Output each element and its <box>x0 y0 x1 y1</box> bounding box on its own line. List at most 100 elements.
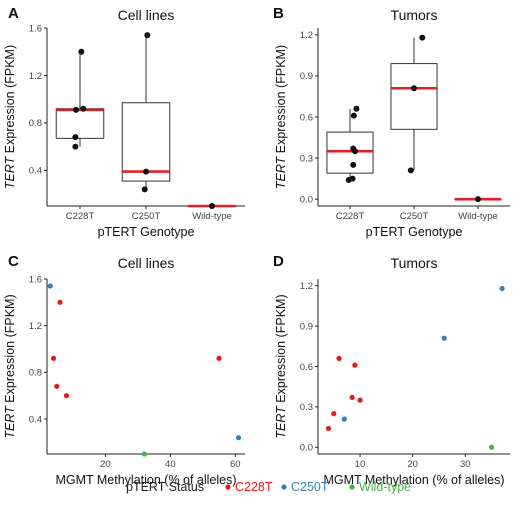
data-point <box>345 176 352 183</box>
panel-a: A Cell lines 0.4 0.8 1.2 1.6 TERT Expression (… <box>3 5 245 239</box>
x-axis-title: MGMT Methylation (% of alleles) <box>323 473 504 487</box>
data-point <box>349 394 355 401</box>
x-tick-label: 10 <box>355 459 366 470</box>
y-tick-label: 0.9 <box>300 71 313 82</box>
data-point <box>57 299 63 305</box>
legend-item-label: C228T <box>235 480 273 494</box>
data-point <box>47 283 53 289</box>
y-tick-label: 1.6 <box>29 274 42 285</box>
x-tick-label: 40 <box>165 459 176 470</box>
x-tick-label: 20 <box>100 459 111 470</box>
legend-swatch <box>349 484 355 490</box>
panel-c: C Cell lines 0.4 0.8 1.2 1.6 TERT Expression (… <box>3 253 245 487</box>
y-tick-label: 0.6 <box>300 362 313 373</box>
x-tick-label: Wild-type <box>192 211 232 222</box>
legend-swatch <box>225 484 231 490</box>
panel-b: B Tumors 0.0 0.3 0.6 0.9 1.2 TERT Expression (F… <box>273 5 510 239</box>
x-tick-label: 30 <box>460 459 471 470</box>
data-point <box>72 134 79 141</box>
y-axis-title-gene: TERT <box>3 405 17 439</box>
y-axis-title: TERT Expression (FPKM) <box>3 45 17 189</box>
panel-d: D Tumors 0.0 0.3 0.6 0.9 1.2 TERT Expression (F… <box>273 253 510 487</box>
y-tick-label: 0.8 <box>29 118 42 129</box>
data-point <box>341 416 347 422</box>
x-tick-label: Wild-type <box>458 211 498 222</box>
box <box>55 108 105 139</box>
y-tick-label: 0.0 <box>300 443 313 454</box>
x-tick-label: 60 <box>230 459 241 470</box>
data-point <box>216 355 222 361</box>
data-point <box>209 203 215 209</box>
panel-letter: B <box>273 5 284 22</box>
data-point <box>475 196 481 203</box>
x-tick-label: 20 <box>407 459 418 470</box>
y-tick-label: 0.6 <box>300 112 313 123</box>
panel-letter: D <box>273 253 284 270</box>
y-tick-label: 1.2 <box>29 321 42 332</box>
data-point <box>143 168 149 175</box>
legend-item-label: Wild-type <box>359 480 411 494</box>
data-point <box>411 85 417 92</box>
data-point <box>141 186 148 193</box>
y-tick-label: 0.9 <box>300 321 313 332</box>
legend-title: pTERT Status <box>126 480 204 494</box>
y-axis-title: TERT Expression (FPKM) <box>3 294 17 438</box>
data-point <box>419 34 426 41</box>
data-point <box>499 285 505 292</box>
y-tick-label: 0.4 <box>29 166 42 177</box>
data-point <box>488 444 495 450</box>
panel-title: Tumors <box>391 7 438 23</box>
data-point <box>352 362 358 368</box>
x-tick-label: C250T <box>132 211 161 222</box>
y-tick-label: 1.2 <box>29 71 42 82</box>
legend: pTERT Status C228T C250T Wild-type <box>126 480 411 494</box>
y-axis-title: TERT Expression (FPKM) <box>274 45 288 189</box>
x-tick-label: C250T <box>400 211 429 222</box>
data-point <box>141 451 147 457</box>
legend-swatch <box>281 484 287 490</box>
data-point <box>325 425 332 432</box>
y-tick-label: 0.3 <box>300 402 313 413</box>
data-point <box>144 32 151 39</box>
y-tick-label: 0.0 <box>300 194 313 205</box>
data-point <box>352 148 359 155</box>
data-point <box>63 393 70 399</box>
panel-letter: A <box>8 5 19 22</box>
x-axis-title: pTERT Genotype <box>98 225 195 239</box>
data-point <box>407 167 414 174</box>
y-tick-label: 0.3 <box>300 153 313 164</box>
data-point <box>54 383 60 389</box>
x-tick-label: C228T <box>336 211 365 222</box>
x-axis-title: MGMT Methylation (% of alleles) <box>55 473 236 487</box>
data-point <box>331 411 337 417</box>
legend-item-label: C250T <box>291 480 329 494</box>
data-point <box>235 435 242 441</box>
y-tick-label: 1.2 <box>300 30 313 41</box>
y-axis-title-gene: TERT <box>274 405 288 439</box>
y-tick-label: 1.2 <box>300 281 313 292</box>
data-point <box>357 397 363 403</box>
y-tick-label: 0.4 <box>29 414 42 425</box>
data-point <box>441 335 447 341</box>
y-axis-title-rest: Expression (FPKM) <box>274 294 288 406</box>
data-point <box>353 105 360 112</box>
data-point <box>350 112 357 119</box>
y-axis-title-gene: TERT <box>274 155 288 189</box>
y-tick-label: 1.6 <box>29 23 42 34</box>
y-axis-title-rest: Expression (FPKM) <box>3 294 17 406</box>
y-tick-label: 0.8 <box>29 368 42 379</box>
y-axis-title: TERT Expression (FPKM) <box>274 294 288 438</box>
y-axis-title-gene: TERT <box>3 155 17 189</box>
box <box>326 131 374 174</box>
panel-title: Cell lines <box>118 255 175 271</box>
data-point <box>72 143 79 150</box>
data-point <box>80 105 87 112</box>
box <box>121 102 171 182</box>
data-point <box>336 355 342 362</box>
data-point <box>78 48 85 55</box>
data-point <box>73 106 80 113</box>
data-point <box>350 161 357 168</box>
x-axis-title: pTERT Genotype <box>366 225 463 239</box>
y-axis-title-rest: Expression (FPKM) <box>3 45 17 157</box>
